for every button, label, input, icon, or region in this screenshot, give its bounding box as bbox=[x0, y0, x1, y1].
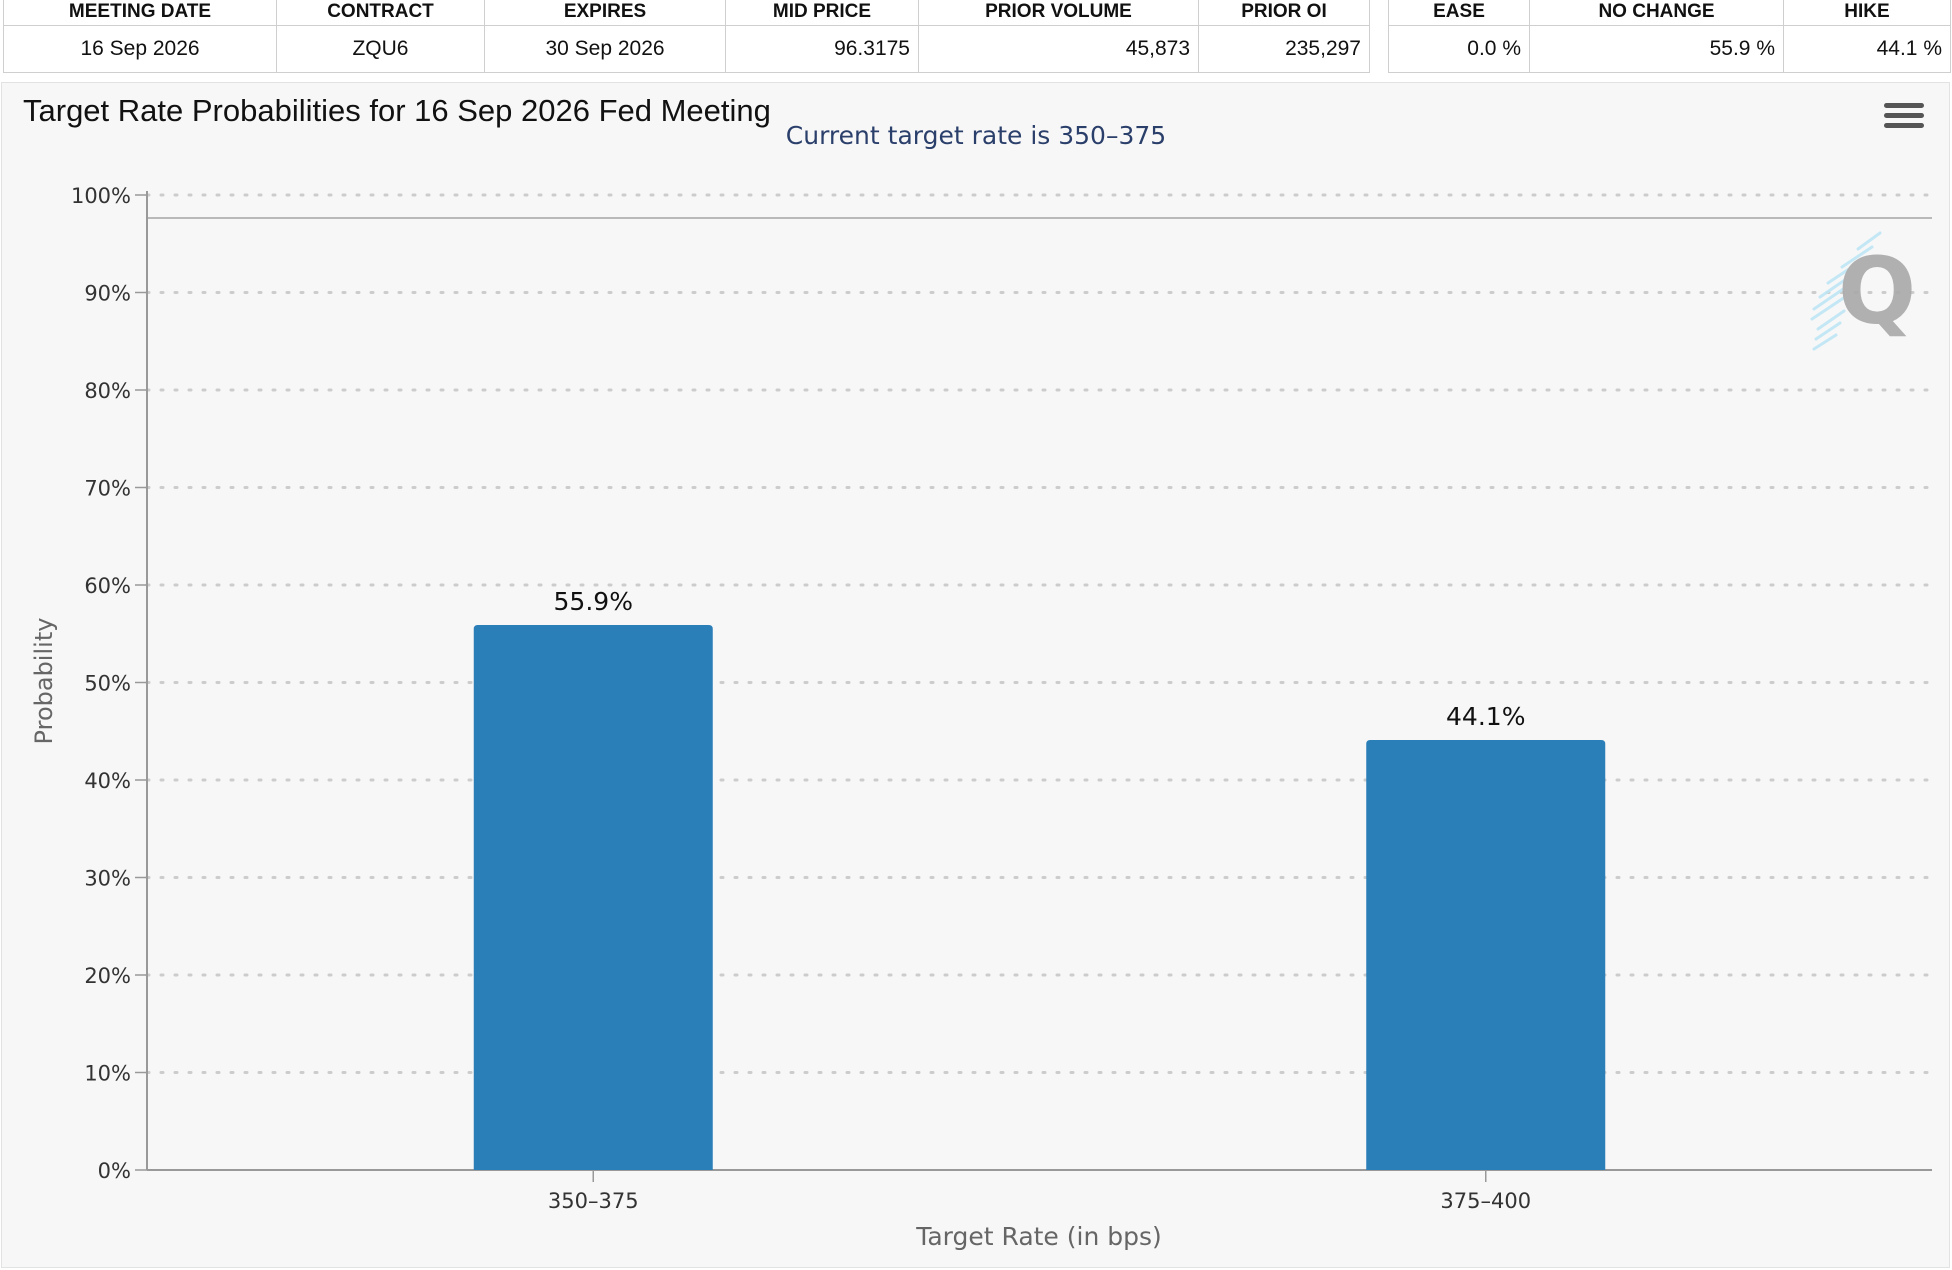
bar-2 bbox=[1366, 740, 1606, 1170]
axis-layer: 0% 10% 20% 30% 40% 50% 60% 70% 80% 90% 100% 350–375… bbox=[71, 184, 1932, 1213]
y-tick-label: 0% bbox=[98, 1159, 131, 1183]
y-tick-label: 100% bbox=[71, 184, 131, 208]
bar-chart: 0% 10% 20% 30% 40% 50% 60% 70% 80% 90% 100% 350–375… bbox=[30, 121, 1934, 1251]
y-tick-label: 10% bbox=[84, 1062, 131, 1086]
chart-panel: 0% 10% 20% 30% 40% 50% 60% 70% 80% 90% 100% 350–375… bbox=[1, 82, 1950, 1268]
cell-hike: 44.1 % bbox=[1783, 25, 1951, 73]
data-label: 55.9% bbox=[554, 587, 633, 616]
cell-prior-volume: 45,873 bbox=[918, 25, 1199, 73]
x-tick-label: 350–375 bbox=[548, 1189, 639, 1213]
hamburger-menu-icon-bar bbox=[1884, 113, 1924, 118]
cell-meeting-date: 16 Sep 2026 bbox=[3, 25, 277, 73]
y-tick-label: 50% bbox=[84, 672, 131, 696]
cell-mid-price: 96.3175 bbox=[725, 25, 919, 73]
cell-prior-oi: 235,297 bbox=[1198, 25, 1370, 73]
cell-no-change: 55.9 % bbox=[1529, 25, 1784, 73]
chart-subtitle: Current target rate is 350–375 bbox=[786, 121, 1166, 150]
header-expires: EXPIRES bbox=[484, 0, 726, 26]
y-tick-label: 40% bbox=[84, 769, 131, 793]
y-tick-label: 70% bbox=[84, 477, 131, 501]
cell-expires: 30 Sep 2026 bbox=[484, 25, 726, 73]
probability-row: 0.0 % 55.9 % 44.1 % bbox=[1388, 25, 1951, 73]
header-mid-price: MID PRICE bbox=[725, 0, 919, 26]
header-prior-volume: PRIOR VOLUME bbox=[918, 0, 1199, 26]
header-hike: HIKE bbox=[1783, 0, 1951, 26]
bar-1 bbox=[473, 624, 713, 1170]
header-prior-oi: PRIOR OI bbox=[1198, 0, 1370, 26]
bar-layer bbox=[473, 624, 1606, 1170]
chart-title: Target Rate Probabilities for 16 Sep 202… bbox=[23, 93, 771, 128]
x-tick-label: 375–400 bbox=[1440, 1189, 1531, 1213]
y-tick-label: 30% bbox=[84, 867, 131, 891]
cell-ease: 0.0 % bbox=[1388, 25, 1530, 73]
probability-table: EASE NO CHANGE HIKE 0.0 % 55.9 % 44.1 % bbox=[1388, 0, 1951, 73]
chart-menu-button[interactable] bbox=[1884, 103, 1924, 135]
x-axis-title: Target Rate (in bps) bbox=[915, 1222, 1162, 1251]
y-axis-title: Probability bbox=[30, 618, 58, 745]
header-contract: CONTRACT bbox=[276, 0, 485, 26]
header-meeting-date: MEETING DATE bbox=[3, 0, 277, 26]
data-label: 44.1% bbox=[1446, 702, 1525, 731]
contract-row: 16 Sep 2026 ZQU6 30 Sep 2026 96.3175 45,… bbox=[3, 25, 1370, 73]
header-ease: EASE bbox=[1388, 0, 1530, 26]
y-tick-label: 60% bbox=[84, 574, 131, 598]
contract-header-row: MEETING DATE CONTRACT EXPIRES MID PRICE … bbox=[3, 0, 1370, 26]
label-layer: 55.9% 44.1% bbox=[554, 587, 1526, 731]
grid-layer bbox=[145, 193, 1934, 1074]
y-tick-label: 20% bbox=[84, 964, 131, 988]
y-tick-label: 90% bbox=[84, 282, 131, 306]
y-tick-label: 80% bbox=[84, 379, 131, 403]
hamburger-menu-icon-bar bbox=[1884, 123, 1924, 128]
q-logo-watermark: Q bbox=[1810, 231, 1916, 351]
cell-contract: ZQU6 bbox=[276, 25, 485, 73]
header-no-change: NO CHANGE bbox=[1529, 0, 1784, 26]
hamburger-menu-icon bbox=[1884, 103, 1924, 108]
contract-table: MEETING DATE CONTRACT EXPIRES MID PRICE … bbox=[3, 0, 1370, 73]
svg-text:Q: Q bbox=[1838, 238, 1916, 345]
probability-header-row: EASE NO CHANGE HIKE bbox=[1388, 0, 1951, 26]
